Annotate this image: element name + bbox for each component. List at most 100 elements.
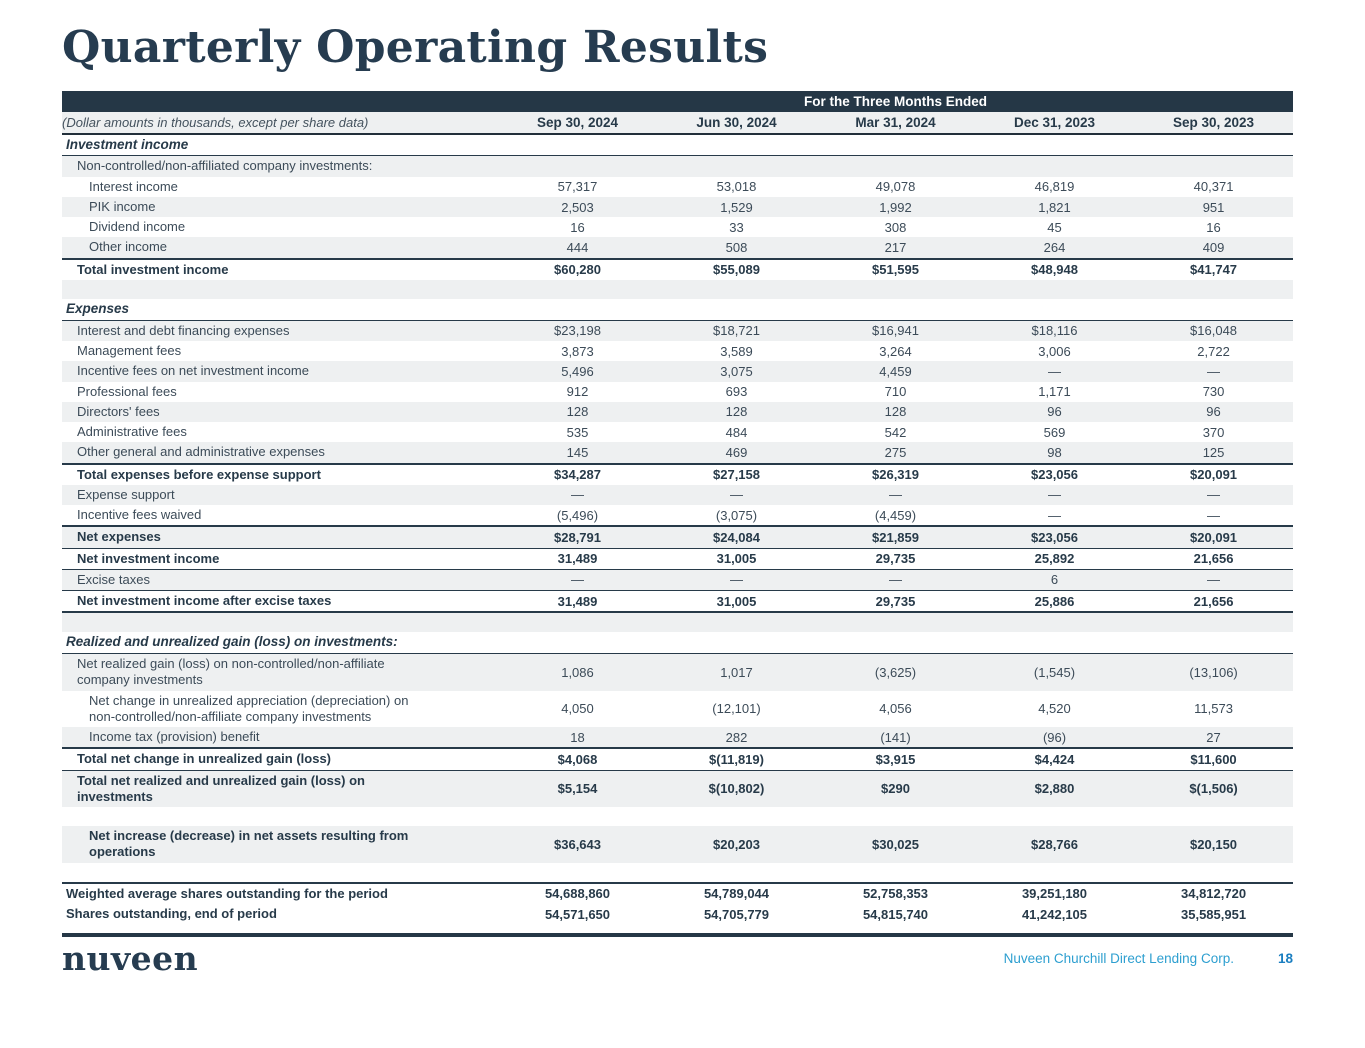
- cell-value: $290: [816, 769, 975, 808]
- cell-value: $(10,802): [657, 769, 816, 808]
- table-row: Net investment income 31,489 31,005 29,735 2…: [62, 547, 1294, 570]
- cell-value: 542: [884, 424, 907, 440]
- row-label: Directors' fees: [77, 403, 160, 419]
- cell-value: 40,371: [1193, 179, 1234, 195]
- cell-value: (4,459): [874, 507, 917, 523]
- cell-value: 409: [1202, 240, 1225, 256]
- cell-value: —: [657, 568, 816, 591]
- cell-value: 569: [1043, 424, 1066, 440]
- table-row: Net investment income after excise taxes…: [62, 590, 1294, 614]
- cell-value: 469: [725, 444, 748, 460]
- row-label: Total expenses before expense support: [62, 462, 498, 485]
- cell-value: 730: [1202, 384, 1225, 400]
- cell-value: 308: [884, 219, 907, 235]
- table-row: Interest and debt financing expenses $23,…: [62, 320, 1294, 342]
- cell-value: —: [816, 568, 975, 591]
- cell-value: (141): [880, 729, 911, 745]
- slide-page: Quarterly Operating Results For the Thre…: [0, 24, 1365, 1048]
- cell-value: 3,589: [720, 343, 753, 359]
- cell-value: —: [1207, 487, 1221, 503]
- spacer-cell: [62, 280, 1293, 299]
- cell-value: [657, 298, 816, 321]
- cell-value: 535: [566, 424, 589, 440]
- cell-value: $23,056: [975, 462, 1134, 485]
- column-header: Mar 31, 2024: [816, 111, 975, 135]
- table-row: Other income 444 508 217 264 409: [62, 237, 1294, 259]
- cell-value: 5,496: [561, 363, 594, 379]
- cell-value: —: [889, 487, 902, 503]
- cell-value: 54,815,740: [862, 906, 929, 922]
- cell-value: $16,048: [1190, 323, 1238, 339]
- cell-value: 31,005: [657, 590, 816, 614]
- row-label: Realized and unrealized gain (loss) on i…: [62, 632, 498, 655]
- cell-value: $4,424: [975, 747, 1134, 771]
- row-label: Net realized gain (loss) on non-controll…: [77, 656, 385, 688]
- table-row: Total investment income $60,280 $55,089 $51…: [62, 257, 1294, 280]
- cell-value: $3,915: [816, 747, 975, 771]
- cell-value: 3,075: [720, 363, 753, 379]
- row-label: Non-controlled/non-affiliated company in…: [77, 158, 373, 174]
- cell-value: [816, 156, 975, 177]
- table-banner-row: For the Three Months Ended: [62, 90, 1294, 112]
- cell-value: 18: [570, 729, 585, 745]
- cell-value: —: [730, 487, 743, 503]
- table-row: PIK income 2,503 1,529 1,992 1,821 951: [62, 196, 1294, 218]
- table-row: [62, 807, 1293, 826]
- cell-value: $30,025: [872, 836, 919, 852]
- table-row: Non-controlled/non-affiliated company in…: [62, 155, 1294, 177]
- cell-value: [657, 632, 816, 655]
- cell-value: 4,459: [879, 363, 912, 379]
- cell-value: 31,005: [657, 547, 816, 570]
- cell-value: $(11,819): [657, 747, 816, 771]
- cell-value: 21,656: [1134, 547, 1294, 570]
- cell-value: 46,819: [1034, 179, 1075, 195]
- cell-value: 54,571,650: [544, 906, 611, 922]
- table-row: Total net realized and unrealized gain (…: [62, 769, 1294, 808]
- row-label: Net increase (decrease) in net assets re…: [89, 828, 409, 860]
- cell-value: —: [498, 568, 657, 591]
- table-row: Other general and administrative expense…: [62, 442, 1294, 464]
- cell-value: $41,747: [1134, 257, 1294, 280]
- cell-value: —: [1048, 487, 1061, 503]
- cell-value: 96: [1206, 404, 1221, 420]
- cell-value: [816, 632, 975, 655]
- cell-value: 53,018: [716, 179, 757, 195]
- cell-value: $23,056: [975, 525, 1134, 549]
- table-row: Incentive fees waived (5,496) (3,075) (4,45…: [62, 505, 1293, 526]
- row-label: Net investment income: [62, 547, 498, 570]
- cell-value: [1134, 298, 1294, 321]
- cell-value: 1,017: [720, 664, 753, 680]
- cell-value: 31,489: [498, 547, 657, 570]
- cell-value: 6: [975, 568, 1134, 591]
- row-label: Administrative fees: [77, 424, 187, 440]
- results-table-body: Investment income Non-controlled/non-affi…: [62, 133, 1294, 925]
- table-row: Expenses: [62, 298, 1294, 321]
- cell-value: 282: [725, 729, 748, 745]
- table-row: Total net change in unrealized gain (los…: [62, 747, 1294, 771]
- cell-value: $20,203: [713, 836, 760, 852]
- results-table: For the Three Months Ended (Dollar amoun…: [62, 90, 1294, 925]
- cell-value: 57,317: [557, 179, 598, 195]
- cell-value: (1,545): [1033, 664, 1076, 680]
- cell-value: (13,106): [1189, 664, 1238, 680]
- column-header: Jun 30, 2024: [657, 111, 816, 135]
- row-label: Other general and administrative expense…: [77, 444, 325, 460]
- cell-value: 217: [884, 240, 907, 256]
- cell-value: 912: [566, 384, 589, 400]
- row-label: Professional fees: [77, 383, 177, 399]
- cell-value: $18,116: [1031, 323, 1078, 339]
- cell-value: (5,496): [556, 507, 599, 523]
- page-title: Quarterly Operating Results: [62, 22, 769, 73]
- row-label: Incentive fees waived: [77, 507, 202, 523]
- cell-value: (3,075): [715, 507, 758, 523]
- table-row: Realized and unrealized gain (loss) on i…: [62, 632, 1294, 655]
- cell-value: 444: [566, 240, 589, 256]
- table-row: Total expenses before expense support $34…: [62, 462, 1294, 485]
- cell-value: $20,150: [1190, 836, 1238, 852]
- table-row: Weighted average shares outstanding for …: [62, 881, 1294, 904]
- cell-value: 98: [1047, 444, 1062, 460]
- cell-value: 54,705,779: [703, 906, 770, 922]
- nuveen-logo: nuveen: [62, 939, 199, 979]
- table-caption: (Dollar amounts in thousands, except per…: [62, 111, 498, 135]
- column-header: Sep 30, 2023: [1134, 111, 1294, 135]
